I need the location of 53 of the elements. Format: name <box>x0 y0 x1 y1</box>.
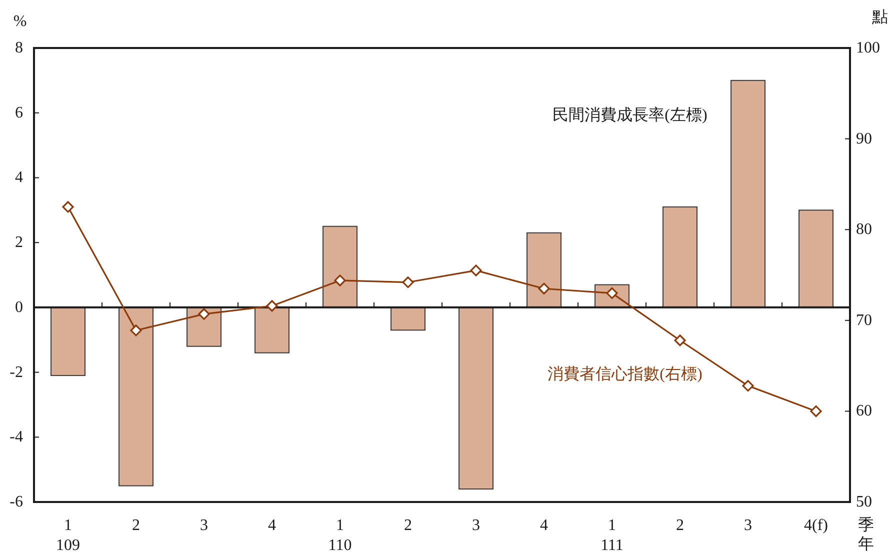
x-tick-label: 2 <box>132 517 140 534</box>
x-tick-label: 1 109 <box>56 517 80 553</box>
y-axis-title: % <box>13 13 27 30</box>
point <box>130 324 142 336</box>
point <box>674 334 686 346</box>
x-tick-label: 4 <box>540 517 548 534</box>
bar <box>730 80 766 308</box>
x-tick-label: 3 <box>472 517 480 534</box>
y-tick-label: 8 <box>15 40 23 56</box>
x-axis-title: 季年 <box>858 516 874 553</box>
y-tick-label: -2 <box>10 364 23 381</box>
y-tick-label: -4 <box>10 428 23 446</box>
x-tick-label: 3 <box>744 517 752 534</box>
y2-axis-title: 點 <box>871 9 888 26</box>
point <box>266 300 278 312</box>
bar <box>254 306 290 354</box>
y2-tick-label: 80 <box>856 221 872 238</box>
bar <box>390 306 426 331</box>
point <box>810 405 822 417</box>
bar <box>186 306 222 347</box>
x-tick-label: 2 <box>676 517 684 534</box>
x-tick-label: 1 110 <box>328 517 352 553</box>
y2-tick-label: 60 <box>856 402 872 420</box>
y2-tick-label: 70 <box>856 312 872 329</box>
y2-tick-label: 50 <box>856 494 872 510</box>
y-tick-label: 2 <box>15 234 23 252</box>
x-tick-label: 3 <box>200 517 208 534</box>
point <box>470 264 482 276</box>
point <box>402 276 414 288</box>
point <box>198 308 210 320</box>
point <box>742 380 754 392</box>
y-tick-label: 6 <box>15 104 23 122</box>
series-label: 民間消費成長率(左標) <box>552 106 708 124</box>
bar <box>458 306 494 490</box>
bar <box>322 226 358 308</box>
y-tick-label: 4 <box>15 169 23 186</box>
x-tick-label: 4(f) <box>804 517 828 534</box>
point <box>334 274 346 286</box>
bar <box>662 206 698 308</box>
x-tick-label: 1 111 <box>600 517 624 553</box>
y-tick-label: 0 <box>15 298 23 316</box>
point <box>538 282 550 294</box>
bar <box>118 306 154 486</box>
bar <box>50 306 86 376</box>
bar <box>798 210 834 308</box>
y2-tick-label: 90 <box>856 130 872 148</box>
y-tick-label: -6 <box>10 494 23 510</box>
point <box>62 201 74 213</box>
y2-tick-label: 100 <box>856 40 880 56</box>
x-tick-label: 4 <box>268 517 276 534</box>
bar <box>526 232 562 308</box>
x-tick-label: 2 <box>404 517 412 534</box>
series-label: 消費者信心指數(右標) <box>548 365 702 383</box>
